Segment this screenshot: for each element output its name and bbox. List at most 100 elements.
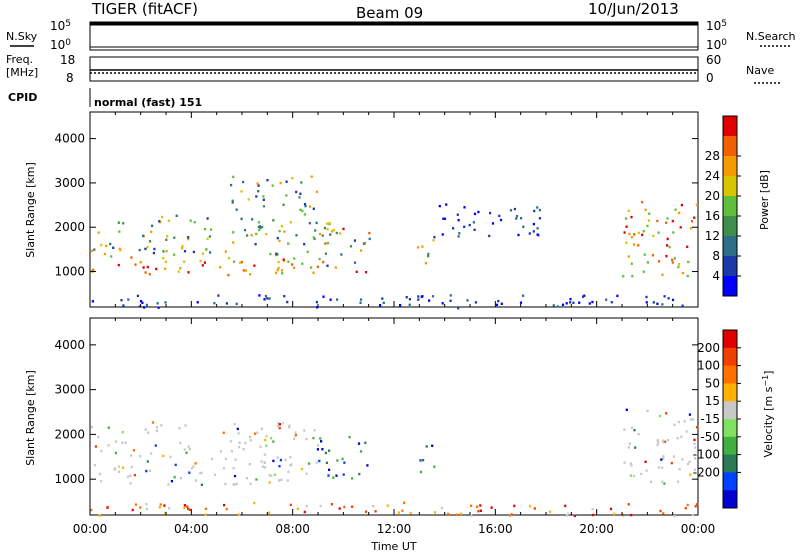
data-cell xyxy=(357,442,361,445)
data-cell xyxy=(623,461,626,464)
data-cell xyxy=(330,503,333,506)
data-cell xyxy=(237,513,240,516)
data-cell xyxy=(694,446,697,449)
data-cell xyxy=(259,445,262,448)
colorbar-tick-label: 50 xyxy=(705,376,720,390)
data-cell xyxy=(117,263,120,267)
data-cell xyxy=(148,469,152,472)
data-cell xyxy=(661,480,664,483)
data-cell xyxy=(441,233,444,236)
data-cell xyxy=(168,507,171,510)
data-cell xyxy=(657,260,661,263)
data-cell xyxy=(662,440,665,444)
data-cell xyxy=(224,250,227,253)
data-cell xyxy=(509,514,512,517)
data-cell xyxy=(420,295,423,298)
data-cell xyxy=(316,448,319,451)
data-cell xyxy=(124,441,127,444)
data-cell xyxy=(364,441,367,444)
colorbar-segment xyxy=(723,472,737,491)
data-cell xyxy=(151,224,154,227)
data-cell xyxy=(644,208,647,211)
data-cell xyxy=(693,438,696,442)
data-cell xyxy=(114,451,117,455)
data-cell xyxy=(219,266,222,269)
data-cell xyxy=(421,245,424,248)
data-cell xyxy=(282,258,285,261)
data-cell xyxy=(298,196,301,199)
data-cell xyxy=(150,230,153,233)
data-cell xyxy=(227,273,230,277)
xtick-label: 16:00 xyxy=(478,522,513,536)
ytick-label: 4000 xyxy=(54,338,85,352)
data-cell xyxy=(232,483,235,486)
data-cell xyxy=(408,303,411,306)
data-cell xyxy=(565,514,569,517)
data-cell xyxy=(253,264,256,267)
data-cell xyxy=(561,303,565,306)
data-cell xyxy=(121,441,124,444)
data-cell xyxy=(234,458,237,461)
data-cell xyxy=(177,270,180,273)
data-cell xyxy=(194,479,198,482)
data-cell xyxy=(306,250,309,253)
data-cell xyxy=(183,504,186,507)
freq-label-2: [MHz] xyxy=(6,66,38,79)
data-cell xyxy=(695,203,698,207)
data-cell xyxy=(488,234,491,238)
data-cell xyxy=(92,268,95,272)
power-yaxis: 1000 2000 3000 4000 xyxy=(54,112,699,307)
data-cell xyxy=(445,203,448,206)
data-cell xyxy=(235,482,238,485)
ytick-label: 1000 xyxy=(54,265,85,279)
data-cell xyxy=(309,205,312,208)
data-cell xyxy=(321,448,324,451)
colorbar-segment xyxy=(723,436,737,456)
data-cell xyxy=(564,504,567,508)
data-cell xyxy=(513,207,516,211)
data-cell xyxy=(192,250,195,254)
data-cell xyxy=(256,182,259,185)
data-cell xyxy=(663,295,666,298)
data-cell xyxy=(225,507,228,511)
data-cell xyxy=(257,184,260,187)
data-cell xyxy=(686,245,689,248)
data-cell xyxy=(674,208,677,211)
data-cell xyxy=(273,473,276,476)
data-cell xyxy=(662,512,665,515)
data-cell xyxy=(191,467,194,470)
data-cell xyxy=(105,244,108,248)
xtick-label: 00:00 xyxy=(681,522,716,536)
data-cell xyxy=(417,246,420,249)
data-cell xyxy=(633,243,636,246)
data-cell xyxy=(312,207,315,210)
data-cell xyxy=(235,302,238,306)
data-cell xyxy=(163,504,166,507)
data-cell xyxy=(187,507,190,510)
data-cell xyxy=(313,237,316,240)
data-cell xyxy=(257,221,260,224)
data-cell xyxy=(630,513,633,517)
data-cell xyxy=(112,246,115,249)
data-cell xyxy=(139,506,142,509)
data-cell xyxy=(419,459,422,462)
data-cell xyxy=(533,209,536,213)
data-cell xyxy=(261,225,264,229)
data-cell xyxy=(275,271,278,275)
data-cell xyxy=(169,455,172,459)
data-cell xyxy=(473,228,476,231)
data-cell xyxy=(90,508,93,512)
data-cell xyxy=(235,208,238,211)
data-cell xyxy=(649,480,653,483)
data-cell xyxy=(285,194,288,197)
xtick-label: 12:00 xyxy=(377,522,412,536)
data-cell xyxy=(678,467,681,471)
data-cell xyxy=(681,271,684,275)
data-cell xyxy=(178,427,181,430)
data-cell xyxy=(629,474,632,477)
data-cell xyxy=(122,304,125,307)
data-cell xyxy=(188,447,191,451)
data-cell xyxy=(170,480,173,483)
data-cell xyxy=(91,249,94,253)
data-cell xyxy=(666,237,669,241)
